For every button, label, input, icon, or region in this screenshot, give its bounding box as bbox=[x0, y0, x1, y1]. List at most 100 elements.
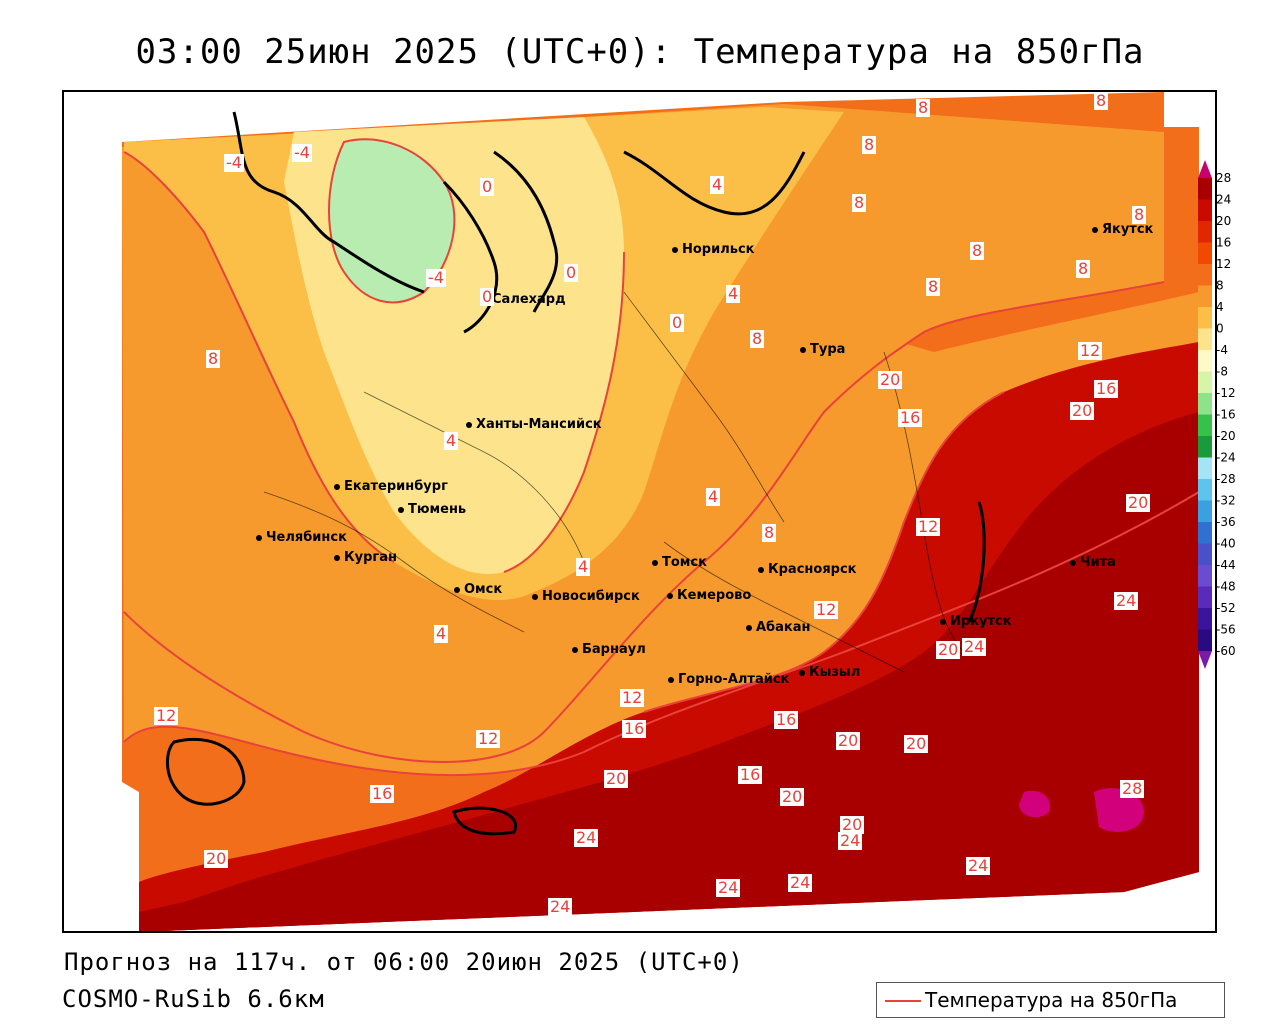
colorbar-tick-label: -16 bbox=[1216, 408, 1236, 422]
contour-label: 20 bbox=[936, 640, 961, 659]
contour-label: 24 bbox=[838, 831, 863, 850]
contour-label: 16 bbox=[738, 765, 763, 784]
model-name: COSMO-RuSib 6.6км bbox=[62, 985, 325, 1013]
contour-label: 12 bbox=[1078, 341, 1103, 360]
contour-label: -4 bbox=[426, 268, 446, 287]
contour-label: 24 bbox=[548, 897, 573, 916]
map-title: 03:00 25июн 2025 (UTC+0): Температура на… bbox=[135, 32, 1145, 72]
legend-label: Температура на 850гПа bbox=[925, 988, 1178, 1012]
colorbar-graphic: 28 24 20 16 12 8 4 0 -4 -8 -12 -16 -20 -24 -28 -32 -36 -4… bbox=[1198, 160, 1236, 669]
city-novosibirsk[interactable]: Новосибирск bbox=[532, 589, 640, 604]
colorbar-segment bbox=[1198, 393, 1212, 415]
contour-label: 12 bbox=[620, 688, 645, 707]
colorbar-segment bbox=[1198, 307, 1212, 329]
field-minus4 bbox=[329, 139, 455, 303]
city-tomsk[interactable]: Томск bbox=[652, 555, 707, 570]
contour-label: 12 bbox=[814, 600, 839, 619]
city-yakutsk[interactable]: Якутск bbox=[1092, 222, 1153, 237]
colorbar-tick-label: -28 bbox=[1216, 472, 1236, 486]
city-tyumen[interactable]: Тюмень bbox=[398, 502, 466, 517]
city-kemerovo[interactable]: Кемерово bbox=[667, 588, 751, 603]
colorbar-segment bbox=[1198, 629, 1212, 651]
contour-label: 8 bbox=[862, 135, 877, 154]
colorbar-tick-label: -52 bbox=[1216, 601, 1236, 615]
forecast-info: Прогноз на 117ч. от 06:00 20июн 2025 (UT… bbox=[64, 948, 744, 976]
contour-label: 4 bbox=[444, 431, 459, 450]
contour-label: 0 bbox=[670, 313, 685, 332]
city-khanty-mansiysk[interactable]: Ханты-Мансийск bbox=[466, 417, 602, 432]
city-kyzyl[interactable]: Кызыл bbox=[799, 665, 860, 680]
contour-label: -4 bbox=[292, 143, 312, 162]
contour-label: 8 bbox=[206, 349, 221, 368]
contour-label: 20 bbox=[1070, 401, 1095, 420]
contour-label: 12 bbox=[476, 729, 501, 748]
contour-label: 8 bbox=[926, 277, 941, 296]
contour-label: 8 bbox=[750, 329, 765, 348]
city-yekaterinburg[interactable]: Екатеринбург bbox=[334, 479, 448, 494]
contour-label: 24 bbox=[966, 856, 991, 875]
contour-label: 20 bbox=[1126, 493, 1151, 512]
colorbar-arrow-bottom bbox=[1198, 651, 1212, 669]
contour-label: 4 bbox=[434, 624, 449, 643]
contour-label: 20 bbox=[204, 849, 229, 868]
contour-label: 20 bbox=[604, 769, 629, 788]
colorbar-tick-label: -4 bbox=[1216, 343, 1228, 357]
contour-label: 16 bbox=[1094, 379, 1119, 398]
colorbar-tick-label: 24 bbox=[1216, 193, 1231, 207]
colorbar-segment bbox=[1198, 350, 1212, 372]
legend-line-swatch bbox=[885, 1000, 921, 1002]
colorbar-segment bbox=[1198, 543, 1212, 565]
city-barnaul[interactable]: Барнаул bbox=[572, 642, 646, 657]
contour-label: 24 bbox=[788, 873, 813, 892]
contour-label: -4 bbox=[224, 153, 244, 172]
colorbar-segment bbox=[1198, 178, 1212, 200]
colorbar-segment bbox=[1198, 608, 1212, 630]
contour-label: 8 bbox=[1094, 91, 1109, 110]
contour-label: 24 bbox=[962, 637, 987, 656]
colorbar-tick-label: -40 bbox=[1216, 537, 1236, 551]
colorbar-segment bbox=[1198, 328, 1212, 350]
city-tura[interactable]: Тура bbox=[800, 342, 845, 357]
colorbar-segment bbox=[1198, 221, 1212, 243]
colorbar-tick-label: -24 bbox=[1216, 451, 1236, 465]
city-gorno-altaysk[interactable]: Горно-Алтайск bbox=[668, 672, 789, 687]
contour-label: 20 bbox=[780, 787, 805, 806]
contour-label: 20 bbox=[840, 815, 865, 834]
city-chelyabinsk[interactable]: Челябинск bbox=[256, 530, 347, 545]
colorbar-tick-label: 28 bbox=[1216, 171, 1231, 185]
city-irkutsk[interactable]: Иркутск bbox=[940, 614, 1012, 629]
temperature-colorbar: 28 24 20 16 12 8 4 0 -4 -8 -12 -16 -20 -24 -28 -32 -36 -4… bbox=[1198, 158, 1268, 688]
city-norilsk[interactable]: Норильск bbox=[672, 242, 755, 257]
colorbar-tick-label: -44 bbox=[1216, 558, 1236, 572]
contour-label: 8 bbox=[1076, 259, 1091, 278]
contour-label: 8 bbox=[852, 193, 867, 212]
map-legend: Температура на 850гПа bbox=[876, 982, 1225, 1018]
contour-label: 24 bbox=[1114, 591, 1139, 610]
colorbar-segment bbox=[1198, 479, 1212, 501]
contour-label: 28 bbox=[1120, 779, 1145, 798]
contour-label: 12 bbox=[154, 706, 179, 725]
city-salekhard[interactable]: Салехард bbox=[482, 292, 566, 307]
contour-label: 8 bbox=[762, 523, 777, 542]
colorbar-tick-label: -20 bbox=[1216, 429, 1236, 443]
contour-label: 16 bbox=[774, 710, 799, 729]
contour-label: 16 bbox=[622, 719, 647, 738]
temperature-map[interactable]: Норильск Салехард Ханты-Мансийск Тура Як… bbox=[62, 90, 1217, 933]
city-kurgan[interactable]: Курган bbox=[334, 550, 397, 565]
contour-label: 20 bbox=[878, 370, 903, 389]
contour-label: 8 bbox=[970, 241, 985, 260]
city-abakan[interactable]: Абакан bbox=[746, 620, 811, 635]
colorbar-tick-label: 8 bbox=[1216, 279, 1224, 293]
contour-label: 8 bbox=[916, 98, 931, 117]
colorbar-tick-label: -8 bbox=[1216, 365, 1228, 379]
city-omsk[interactable]: Омск bbox=[454, 582, 502, 597]
contour-label: 4 bbox=[706, 487, 721, 506]
colorbar-segment bbox=[1198, 586, 1212, 608]
city-chita[interactable]: Чита bbox=[1070, 555, 1116, 570]
city-krasnoyarsk[interactable]: Красноярск bbox=[758, 562, 857, 577]
colorbar-segment bbox=[1198, 436, 1212, 458]
colorbar-tick-label: -56 bbox=[1216, 623, 1236, 637]
contour-label: 8 bbox=[1132, 205, 1147, 224]
contour-label: 0 bbox=[480, 287, 495, 306]
contour-label: 16 bbox=[898, 408, 923, 427]
